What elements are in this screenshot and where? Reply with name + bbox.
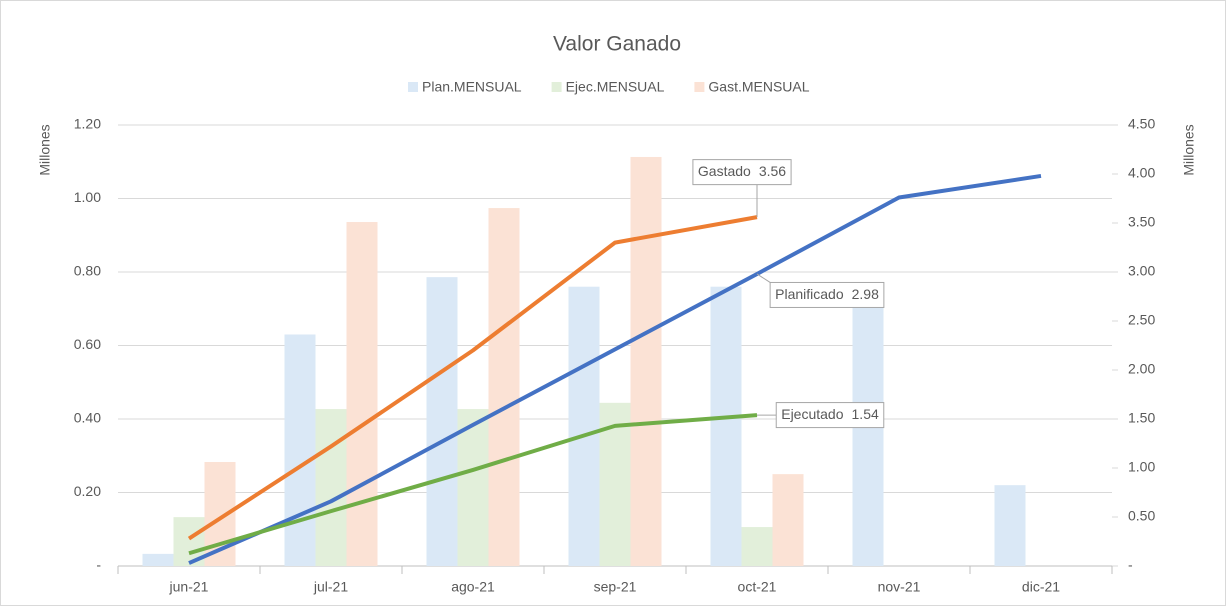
legend-label: Gast.MENSUAL <box>708 79 809 95</box>
y-tick-label: 0.60 <box>74 336 101 352</box>
data-label: Ejecutado 1.54 <box>757 402 885 429</box>
y2-tick-label: 3.50 <box>1128 214 1155 230</box>
data-label-leader <box>756 273 771 283</box>
data-label-box <box>775 402 885 429</box>
x-tick-label: dic-21 <box>1022 579 1060 595</box>
y2-tick-label: 4.50 <box>1128 116 1155 132</box>
y-tick-label: 0.40 <box>74 410 101 426</box>
x-tick-label: ago-21 <box>451 579 495 595</box>
line <box>187 215 758 541</box>
x-tick-label: sep-21 <box>594 579 637 595</box>
line <box>188 173 1042 565</box>
data-label-value: 2.98 <box>852 286 879 302</box>
bar <box>710 286 742 566</box>
bar <box>457 409 489 566</box>
data-label-box <box>769 281 885 308</box>
y-tick-label: 1.00 <box>74 189 101 205</box>
y-tick-label: - <box>96 557 101 573</box>
bar <box>741 527 773 566</box>
data-label-name: Planificado <box>775 286 844 302</box>
y2-tick-label: 2.00 <box>1128 361 1155 377</box>
legend-label: Plan.MENSUAL <box>422 79 522 95</box>
data-label-value: 3.56 <box>759 163 786 179</box>
x-tick-label: jul-21 <box>313 579 348 595</box>
x-tick-label: nov-21 <box>878 579 921 595</box>
data-label-text: Planificado 2.98 <box>775 286 879 302</box>
y-tick-label: 0.80 <box>74 263 101 279</box>
bar <box>426 277 458 566</box>
x-tick-label: oct-21 <box>738 579 777 595</box>
legend-swatch <box>551 82 562 92</box>
data-label-text: Ejecutado 1.54 <box>781 406 879 422</box>
bar <box>772 474 804 566</box>
bar <box>488 208 520 566</box>
legend-swatch <box>694 82 705 92</box>
chart-title: Valor Ganado <box>553 33 681 56</box>
data-label-name: Ejecutado <box>781 406 843 422</box>
data-label: Gastado 3.56 <box>692 159 792 218</box>
bar <box>568 286 600 566</box>
y2-tick-label: 4.00 <box>1128 165 1155 181</box>
y-axis-title: Millones <box>37 124 53 175</box>
y2-tick-label: 3.00 <box>1128 263 1155 279</box>
bar <box>284 334 316 566</box>
legend-swatch <box>408 82 418 92</box>
y2-tick-label: 0.50 <box>1128 508 1155 524</box>
bar <box>630 156 662 566</box>
y2-tick-label: - <box>1128 557 1133 573</box>
y-tick-label: 0.20 <box>74 483 101 499</box>
y2-tick-label: 1.00 <box>1128 459 1155 475</box>
bar <box>346 222 378 566</box>
data-label-box <box>692 159 792 186</box>
y2-axis-title: Millones <box>1181 124 1197 175</box>
bar <box>142 553 174 566</box>
y2-tick-label: 2.50 <box>1128 312 1155 328</box>
data-label-text: Gastado 3.56 <box>698 163 786 179</box>
data-label-name: Gastado <box>698 163 751 179</box>
x-tick-label: jun-21 <box>169 579 209 595</box>
line <box>188 413 758 556</box>
bar <box>315 409 347 566</box>
data-label-value: 1.54 <box>852 406 879 422</box>
legend-label: Ejec.MENSUAL <box>566 79 665 95</box>
data-label: Planificado 2.98 <box>756 273 885 308</box>
y-tick-label: 1.20 <box>74 116 101 132</box>
bar <box>994 485 1026 566</box>
bar <box>852 305 884 566</box>
y2-tick-label: 1.50 <box>1128 410 1155 426</box>
